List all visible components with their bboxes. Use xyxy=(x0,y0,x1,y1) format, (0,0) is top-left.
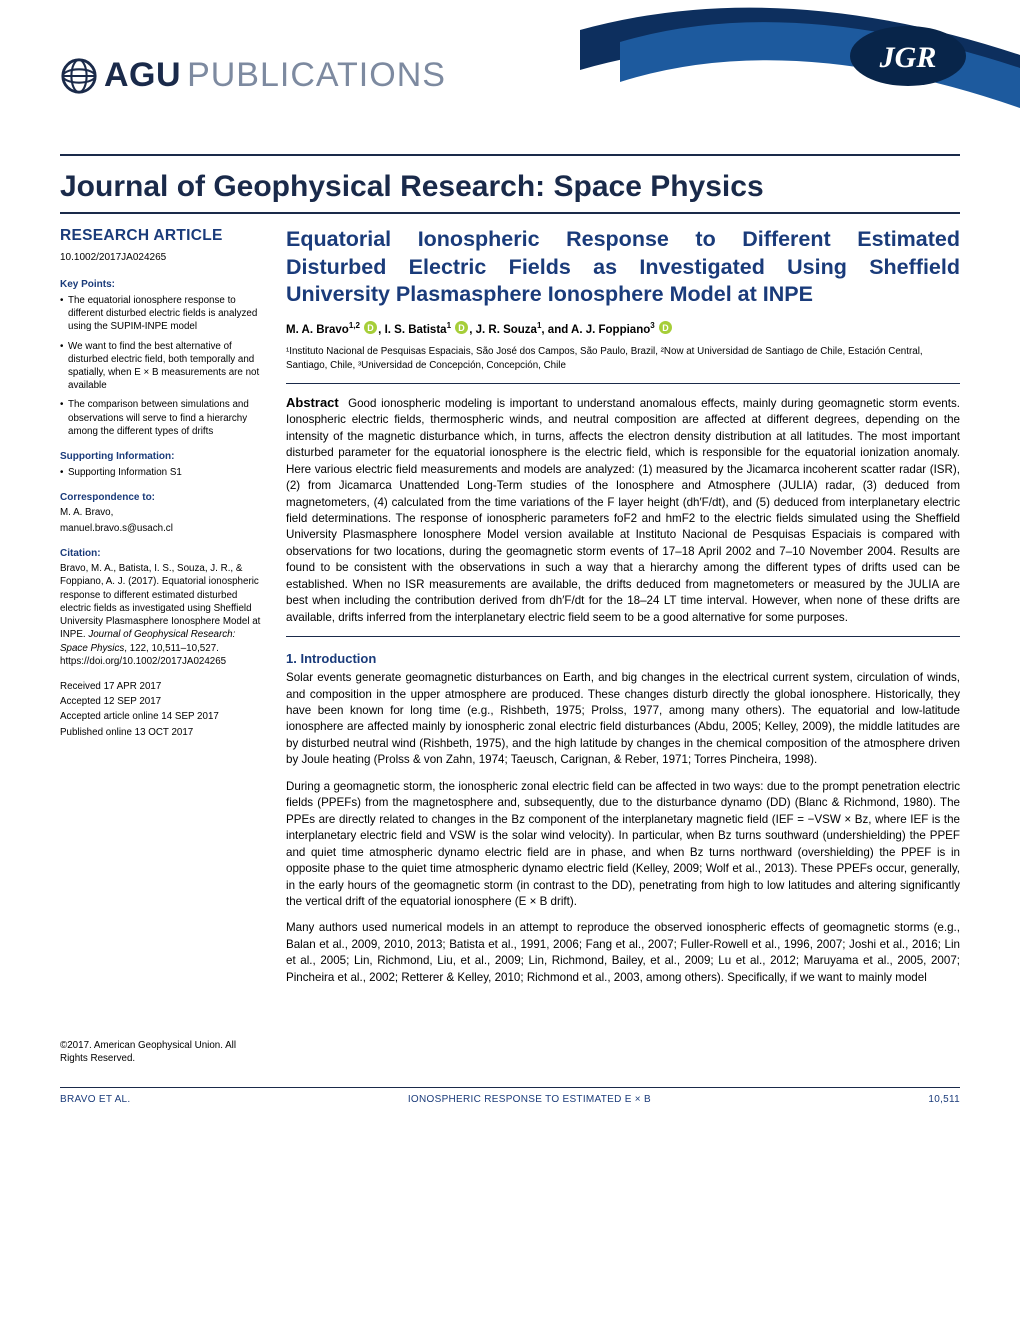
abstract-text: Good ionospheric modeling is important t… xyxy=(286,397,960,624)
article-type: RESEARCH ARTICLE xyxy=(60,226,264,247)
affiliations: ¹Instituto Nacional de Pesquisas Espacia… xyxy=(286,345,960,372)
journal-title: Journal of Geophysical Research: Space P… xyxy=(60,170,960,204)
date-received: Received 17 APR 2017 xyxy=(60,680,264,693)
author: M. A. Bravo xyxy=(286,323,349,335)
intro-paragraph: Solar events generate geomagnetic distur… xyxy=(286,670,960,769)
svg-text:D: D xyxy=(367,323,374,333)
citation-text: Bravo, M. A., Batista, I. S., Souza, J. … xyxy=(60,562,264,668)
correspondence-email: manuel.bravo.s@usach.cl xyxy=(60,522,264,535)
sidebar: RESEARCH ARTICLE 10.1002/2017JA024265 Ke… xyxy=(60,226,264,1065)
key-points-heading: Key Points: xyxy=(60,278,264,292)
supporting-item: Supporting Information S1 xyxy=(60,466,264,479)
intro-paragraph: Many authors used numerical models in an… xyxy=(286,920,960,986)
date-accepted-online: Accepted article online 14 SEP 2017 xyxy=(60,710,264,723)
footer-page-number: 10,511 xyxy=(928,1094,960,1105)
intro-paragraph: During a geomagnetic storm, the ionosphe… xyxy=(286,779,960,911)
svg-text:JGR: JGR xyxy=(879,41,937,74)
author: I. S. Batista xyxy=(385,323,447,335)
svg-text:D: D xyxy=(662,323,669,333)
footer-running-title: IONOSPHERIC RESPONSE TO ESTIMATED E × B xyxy=(408,1094,651,1105)
main-column: Equatorial Ionospheric Response to Diffe… xyxy=(286,226,960,1065)
citation-heading: Citation: xyxy=(60,547,264,561)
orcid-icon: D xyxy=(455,321,468,334)
correspondence-name: M. A. Bravo, xyxy=(60,506,264,519)
abstract-label: Abstract xyxy=(286,395,339,410)
abstract-top-rule xyxy=(286,383,960,384)
supporting-info-list: Supporting Information S1 xyxy=(60,466,264,479)
agu-globe-icon xyxy=(60,57,98,95)
key-point: The equatorial ionosphere response to di… xyxy=(60,294,264,334)
journal-badge: JGR xyxy=(580,0,1020,160)
publisher-header: AGU PUBLICATIONS JGR xyxy=(60,56,960,144)
title-rule xyxy=(60,212,960,214)
publisher-name-bold: AGU xyxy=(104,56,181,95)
correspondence-heading: Correspondence to: xyxy=(60,491,264,505)
orcid-icon: D xyxy=(364,321,377,334)
key-point: We want to find the best alternative of … xyxy=(60,340,264,393)
abstract: Abstract Good ionospheric modeling is im… xyxy=(286,394,960,626)
supporting-info-heading: Supporting Information: xyxy=(60,450,264,464)
article-title: Equatorial Ionospheric Response to Diffe… xyxy=(286,226,960,309)
date-published: Published online 13 OCT 2017 xyxy=(60,726,264,739)
footer-rule xyxy=(60,1087,960,1088)
orcid-icon: D xyxy=(659,321,672,334)
date-accepted: Accepted 12 SEP 2017 xyxy=(60,695,264,708)
page-footer: BRAVO ET AL. IONOSPHERIC RESPONSE TO EST… xyxy=(60,1092,960,1105)
footer-authors: BRAVO ET AL. xyxy=(60,1094,130,1105)
dates-block: Received 17 APR 2017 Accepted 12 SEP 201… xyxy=(60,680,264,739)
svg-text:D: D xyxy=(458,323,465,333)
abstract-bottom-rule xyxy=(286,636,960,637)
key-points-list: The equatorial ionosphere response to di… xyxy=(60,294,264,438)
author-list: M. A. Bravo1,2 D, I. S. Batista1 D, J. R… xyxy=(286,321,960,336)
publisher-name-light: PUBLICATIONS xyxy=(187,56,446,95)
author: J. R. Souza xyxy=(476,323,537,335)
author: A. J. Foppiano xyxy=(571,323,650,335)
copyright: ©2017. American Geophysical Union. All R… xyxy=(60,1039,264,1065)
section-heading-intro: 1. Introduction xyxy=(286,651,960,666)
article-doi: 10.1002/2017JA024265 xyxy=(60,251,264,265)
key-point: The comparison between simulations and o… xyxy=(60,398,264,438)
